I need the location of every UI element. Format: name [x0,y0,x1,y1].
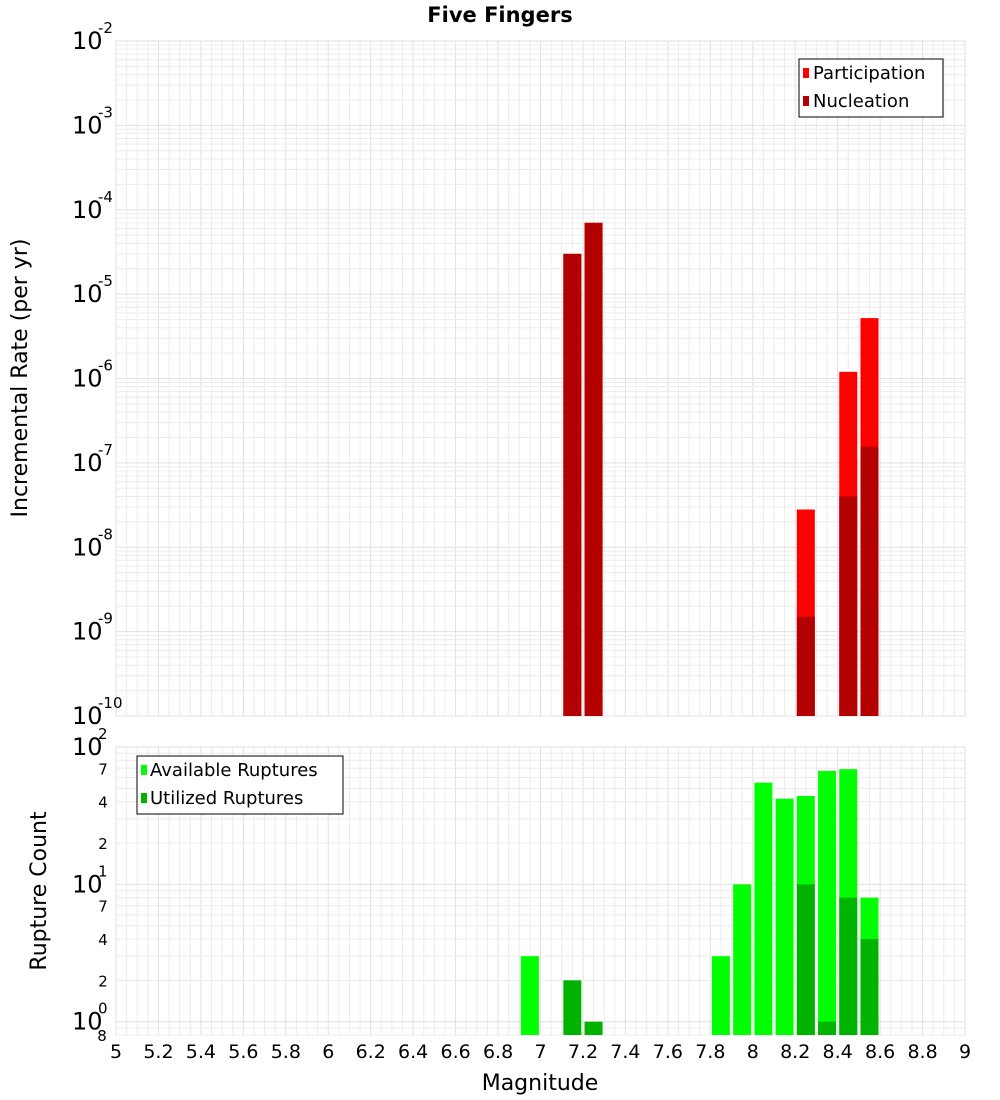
utilized-ruptures-bar [796,884,815,1035]
legend-swatch-participation [803,68,809,78]
nucleation-bar [584,222,603,716]
rate-y-tick-exponent: -9 [98,610,113,628]
available-ruptures-bar [818,770,837,1035]
count-y-tick-exponent: 1 [98,862,108,880]
count-y-bottom-label: 8 [97,1027,107,1045]
count-y-minor-tick-label: 2 [98,972,108,990]
x-tick-label: 5 [110,1041,122,1063]
count-y-axis-label: Rupture Count [27,811,52,971]
x-tick-label: 6.4 [398,1041,428,1063]
utilized-ruptures-bar [584,1021,603,1035]
rate-y-tick-exponent: -5 [98,272,113,290]
x-tick-label: 5.4 [186,1041,216,1063]
x-tick-label: 6.6 [440,1041,470,1063]
x-tick-label: 8.8 [907,1041,937,1063]
available-ruptures-bar [754,782,773,1035]
rate-y-tick-exponent: -3 [98,103,113,121]
x-tick-label: 5.8 [271,1041,301,1063]
rate-y-tick-exponent: -4 [98,188,113,206]
x-axis-label: Magnitude [482,1071,599,1096]
rate-y-tick-label: 10 [72,449,103,477]
rate-y-tick-label: 10 [72,365,103,393]
x-tick-label: 5.2 [143,1041,173,1063]
x-tick-label: 8.4 [823,1041,853,1063]
rate-y-tick-exponent: -8 [98,525,113,543]
available-ruptures-bar [775,798,794,1035]
x-tick-label: 6 [322,1041,334,1063]
rate-legend-box [798,58,944,118]
available-ruptures-bar [711,956,730,1035]
x-tick-label: 6.2 [356,1041,386,1063]
x-tick-label: 8.6 [865,1041,895,1063]
utilized-ruptures-bar [860,939,879,1035]
count-y-minor-tick-label: 4 [98,931,108,949]
count-y-tick-exponent: 2 [98,725,108,743]
count-y-tick-label: 10 [72,1008,103,1036]
rate-legend: Participation Nucleation [798,58,944,118]
legend-label-utilized: Utilized Ruptures [150,788,303,809]
x-ticks: 5 5.2 5.4 5.6 5.8 6 6.2 6.4 6.6 6.8 7 7.2 7.4 7.6 7.8 8… [110,1041,971,1063]
x-tick-label: 8.2 [780,1041,810,1063]
rate-y-tick-label: 10 [72,702,103,730]
nucleation-bar [796,616,815,716]
utilized-ruptures-bar [563,980,582,1035]
count-legend: Available Ruptures Utilized Ruptures [136,755,344,815]
count-bars [520,769,879,1035]
x-tick-label: 7.6 [653,1041,683,1063]
rate-y-tick-label: 10 [72,196,103,224]
legend-swatch-available [141,765,147,775]
utilized-ruptures-bar [839,897,858,1035]
count-y-minor-tick-label: 2 [98,835,108,853]
available-ruptures-bar [520,956,539,1035]
legend-label-participation: Participation [813,63,925,84]
rate-y-tick-label: 10 [72,111,103,139]
utilized-ruptures-bar [818,1021,837,1035]
rate-y-tick-label: 10 [72,27,103,55]
rate-y-tick-label: 10 [72,618,103,646]
x-tick-label: 9 [959,1041,971,1063]
count-y-tick-exponent: 0 [98,1000,108,1018]
rate-grid [115,40,966,717]
x-tick-label: 7.8 [695,1041,725,1063]
rate-y-tick-exponent: -2 [98,19,113,37]
x-tick-label: 8 [747,1041,759,1063]
legend-swatch-nucleation [803,96,809,106]
count-legend-box [136,755,344,815]
chart-title: Five Fingers [427,3,572,27]
legend-swatch-utilized [141,793,147,803]
rate-y-tick-exponent: -7 [98,441,113,459]
x-tick-label: 7.2 [568,1041,598,1063]
nucleation-bar [860,446,879,716]
count-y-minor-tick-label: 7 [98,760,108,778]
rate-y-tick-label: 10 [72,533,103,561]
rate-y-tick-label: 10 [72,280,103,308]
count-y-minor-tick-label: 4 [98,794,108,812]
rate-y-axis-label: Incremental Rate (per yr) [8,239,33,518]
rate-y-tick-exponent: -10 [98,694,123,712]
legend-label-available: Available Ruptures [150,760,318,781]
rate-y-tick-exponent: -6 [98,357,113,375]
count-y-tick-label: 10 [72,870,103,898]
nucleation-bar [563,253,582,716]
legend-label-nucleation: Nucleation [813,91,909,112]
x-tick-label: 6.8 [483,1041,513,1063]
x-tick-label: 5.6 [228,1041,258,1063]
x-tick-label: 7.4 [610,1041,640,1063]
available-ruptures-bar [733,884,752,1035]
x-tick-label: 7 [534,1041,546,1063]
count-y-tick-label: 10 [72,733,103,761]
rate-bars [563,222,879,716]
nucleation-bar [839,496,858,716]
count-y-minor-tick-label: 7 [98,898,108,916]
